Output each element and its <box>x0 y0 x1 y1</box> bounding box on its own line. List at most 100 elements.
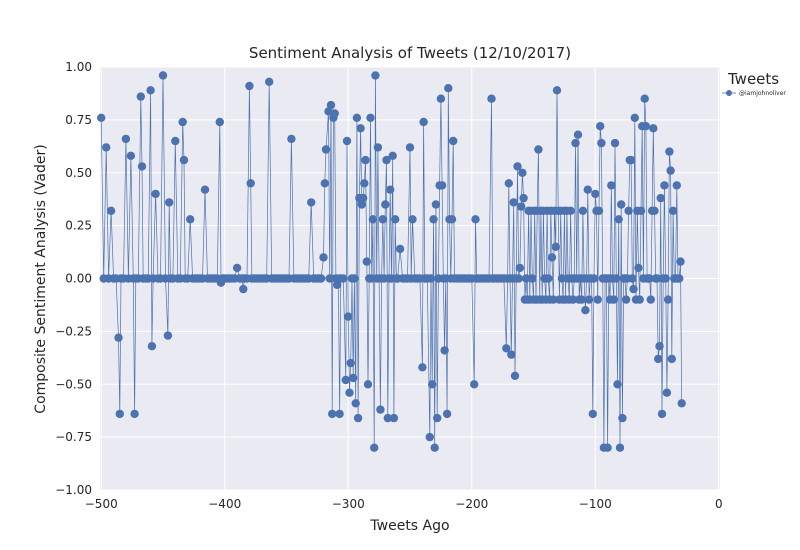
data-point <box>583 185 592 194</box>
data-point <box>676 257 685 266</box>
data-point <box>363 380 373 389</box>
data-point <box>389 413 399 423</box>
data-point <box>106 206 116 215</box>
data-point <box>589 274 599 283</box>
data-point <box>370 443 379 452</box>
data-point <box>163 331 173 340</box>
data-point <box>635 295 644 304</box>
y-tick-label: 0.50 <box>65 166 92 180</box>
data-point <box>517 202 526 211</box>
data-point <box>371 71 380 80</box>
data-point <box>654 354 663 364</box>
data-point <box>549 295 558 304</box>
data-point <box>552 86 562 95</box>
data-point <box>97 113 106 123</box>
data-point <box>675 274 684 283</box>
data-point <box>321 145 331 154</box>
x-tick-label: −100 <box>579 497 612 511</box>
data-point <box>591 189 600 199</box>
legend: Tweets @iamjohnoliver <box>722 70 786 97</box>
data-point <box>668 206 678 215</box>
data-point <box>345 388 354 397</box>
data-point <box>534 145 543 154</box>
data-point <box>130 409 139 419</box>
data-point <box>426 274 436 283</box>
data-point <box>624 206 633 215</box>
data-point <box>366 113 375 123</box>
series-layer <box>97 71 686 452</box>
data-point <box>186 215 195 224</box>
y-tick-label: 0.00 <box>65 272 92 286</box>
data-point <box>614 215 623 224</box>
data-point <box>179 155 189 165</box>
data-point <box>610 138 620 148</box>
data-point <box>440 346 449 355</box>
data-point <box>418 363 427 372</box>
data-point <box>319 253 328 262</box>
data-point <box>215 117 224 127</box>
y-axis-label: Composite Sentiment Analysis (Vader) <box>33 144 49 413</box>
data-point <box>588 409 597 419</box>
data-point <box>353 413 363 423</box>
data-point <box>607 181 616 190</box>
data-point <box>356 124 365 133</box>
data-point <box>316 274 326 283</box>
y-tick-label: −1.00 <box>55 483 92 497</box>
data-point <box>344 312 353 321</box>
data-point <box>352 113 362 123</box>
data-point <box>650 206 659 215</box>
data-point <box>358 193 368 203</box>
data-point <box>425 432 434 442</box>
y-tick-label: 0.25 <box>65 219 92 233</box>
data-point <box>655 342 664 351</box>
data-point <box>360 179 369 188</box>
data-point <box>165 198 174 207</box>
data-point <box>636 206 646 215</box>
data-point <box>652 274 662 283</box>
data-point <box>429 215 438 224</box>
data-point <box>657 409 667 419</box>
data-point <box>350 274 359 283</box>
data-point <box>351 399 360 408</box>
x-tick-label: −500 <box>85 497 118 511</box>
data-point <box>513 162 522 171</box>
data-point <box>328 409 337 419</box>
data-point <box>667 354 676 364</box>
data-point <box>577 295 586 304</box>
data-point <box>342 136 352 146</box>
x-axis-label: Tweets Ago <box>369 518 449 534</box>
data-point <box>573 130 583 139</box>
data-point <box>615 443 625 452</box>
data-point <box>487 94 496 103</box>
data-point <box>578 206 588 215</box>
data-point <box>581 306 590 315</box>
data-point <box>335 409 344 419</box>
y-tick-label: −0.50 <box>55 377 92 391</box>
data-point <box>449 136 458 146</box>
data-point <box>666 166 675 175</box>
data-point <box>568 295 578 304</box>
data-point <box>518 168 527 177</box>
data-point <box>447 215 457 224</box>
data-point <box>557 274 567 283</box>
data-point <box>528 274 537 283</box>
data-point <box>136 92 145 101</box>
data-point <box>361 155 370 165</box>
data-point <box>146 86 155 95</box>
data-point <box>521 274 531 283</box>
data-point <box>502 344 511 353</box>
data-point <box>660 181 669 190</box>
data-point <box>325 274 334 283</box>
data-point <box>640 94 649 103</box>
data-point <box>628 274 637 283</box>
data-point <box>613 380 622 389</box>
data-point <box>515 263 525 273</box>
data-point <box>596 122 605 131</box>
data-point <box>326 100 336 110</box>
data-point <box>504 179 513 188</box>
data-point <box>126 151 136 160</box>
data-point <box>376 405 385 414</box>
data-point <box>368 215 378 224</box>
data-point <box>519 193 528 203</box>
x-tick-label: 0 <box>715 497 723 511</box>
